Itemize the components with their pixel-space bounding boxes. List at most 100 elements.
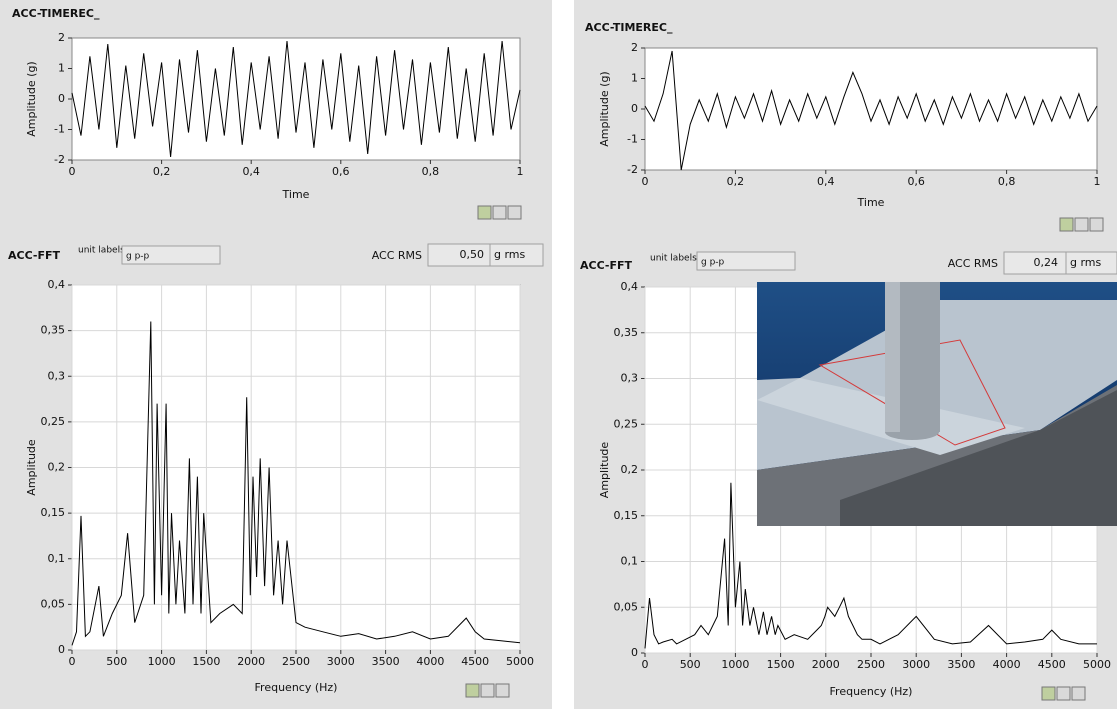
y-tick-label: 0 [631,646,638,659]
chart-title: ACC-TIMEREC_ [585,21,673,34]
signal-line [644,482,1097,649]
graph-tool-button[interactable] [495,683,510,698]
chart-title: ACC-TIMEREC_ [12,7,100,20]
x-tick-label: 0,6 [332,165,350,178]
x-tick-label: 3500 [947,658,975,671]
x-tick-label: 5000 [506,655,534,668]
y-tick-label: 0,35 [41,324,66,337]
x-tick-label: 1500 [767,658,795,671]
x-tick-label: 0,8 [422,165,440,178]
x-tick-label: 4500 [461,655,489,668]
y-tick-label: 0,2 [48,461,66,474]
x-tick-label: 500 [680,658,701,671]
x-tick-label: 0,2 [727,175,745,188]
unit-labels-box[interactable] [696,251,796,271]
graph-tool-button[interactable] [1071,686,1086,701]
graph-tool-button[interactable] [480,683,495,698]
x-tick-label: 0,8 [998,175,1016,188]
graph-tool-button[interactable] [507,205,522,220]
y-tick-label: -2 [54,153,65,166]
chart-title: ACC-FFT [8,249,61,262]
x-tick-label: 3000 [902,658,930,671]
y-tick-label: 0,1 [621,555,639,568]
x-tick-label: 0 [69,165,76,178]
graph-tool-button[interactable] [1059,217,1074,232]
x-tick-label: 0,6 [907,175,925,188]
x-axis-label: Time [282,188,310,201]
signal-line [644,50,1098,171]
y-tick-label: 0,25 [614,417,639,430]
x-tick-label: 4000 [993,658,1021,671]
y-tick-label: 0,3 [621,372,639,385]
y-tick-label: 0,3 [48,369,66,382]
x-tick-label: 5000 [1083,658,1111,671]
graph-tool-button[interactable] [477,205,492,220]
x-axis-label: Frequency (Hz) [255,681,338,694]
y-tick-label: 0,15 [614,509,639,522]
x-tick-label: 1 [1094,175,1101,188]
signal-line [71,321,521,646]
x-axis-label: Frequency (Hz) [830,685,913,698]
y-tick-label: 0 [631,102,638,115]
y-axis-label: Amplitude (g) [598,71,611,146]
x-tick-label: 1000 [721,658,749,671]
unit-labels-box[interactable] [121,245,221,265]
rms-value: 0,24 [1034,256,1059,269]
rms-label: ACC RMS [948,257,998,270]
x-tick-label: 0 [69,655,76,668]
y-axis-label: Amplitude (g) [25,61,38,136]
graph-tool-button[interactable] [465,683,480,698]
unit-labels-caption: unit labels [78,246,125,256]
y-tick-label: 1 [58,62,65,75]
graph-tool-button[interactable] [492,205,507,220]
y-tick-label: 0,35 [614,326,639,339]
y-tick-label: -1 [54,123,65,136]
x-tick-label: 0,2 [153,165,171,178]
y-tick-label: 0,1 [48,552,66,565]
y-tick-label: 0,15 [41,506,66,519]
x-tick-label: 3500 [372,655,400,668]
y-tick-label: 0,05 [41,597,66,610]
x-axis-label: Time [857,196,885,209]
unit-labels-value: g p-p [126,252,150,262]
y-tick-label: 0,25 [41,415,66,428]
plot-area [644,47,1098,171]
cad-inset [757,282,1117,526]
y-tick-label: 2 [631,41,638,54]
y-tick-label: -2 [627,163,638,176]
rms-label: ACC RMS [372,249,422,262]
chart-title: ACC-FFT [580,259,633,272]
y-tick-label: 0 [58,643,65,656]
rms-unit-box [489,243,544,267]
x-tick-label: 2500 [857,658,885,671]
x-tick-label: 500 [106,655,127,668]
graph-tool-button[interactable] [1056,686,1071,701]
y-tick-label: 0 [58,92,65,105]
signal-line [71,40,521,157]
x-tick-label: 2500 [282,655,310,668]
y-tick-label: 2 [58,31,65,44]
plot-area [71,37,521,161]
unit-labels-value: g p-p [701,258,725,268]
x-tick-label: 1000 [148,655,176,668]
unit-labels-caption: unit labels [650,254,697,264]
graph-tool-button[interactable] [1089,217,1104,232]
y-tick-label: 0,4 [621,280,639,293]
x-tick-label: 1500 [192,655,220,668]
y-tick-label: -1 [627,133,638,146]
y-axis-label: Amplitude [25,439,38,496]
y-axis-label: Amplitude [598,442,611,499]
y-tick-label: 0,05 [614,600,639,613]
y-tick-label: 0,4 [48,278,66,291]
x-tick-label: 3000 [327,655,355,668]
graph-tool-button[interactable] [1041,686,1056,701]
x-tick-label: 0 [642,658,649,671]
x-tick-label: 1 [517,165,524,178]
rms-value: 0,50 [460,248,485,261]
rms-unit-box [1065,251,1117,275]
x-tick-label: 0,4 [817,175,835,188]
x-tick-label: 0 [642,175,649,188]
graph-tool-button[interactable] [1074,217,1089,232]
x-tick-label: 0,4 [242,165,260,178]
